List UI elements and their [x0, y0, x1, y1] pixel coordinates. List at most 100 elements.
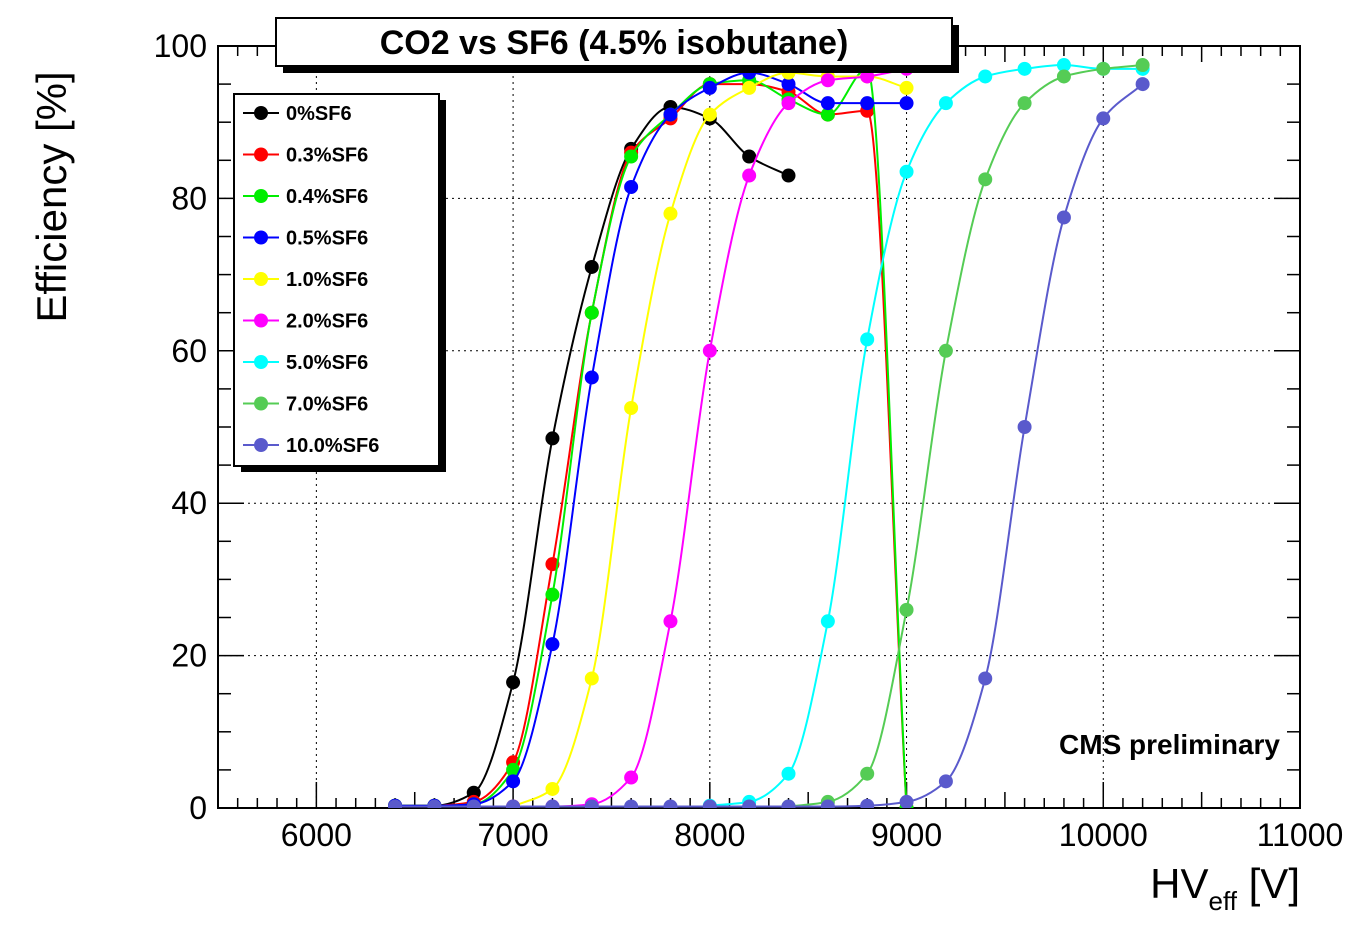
- data-point: [427, 799, 442, 808]
- data-point: [506, 675, 521, 690]
- data-point: [702, 80, 717, 95]
- legend-entry: 2.0%SF6: [243, 311, 368, 333]
- data-point: [545, 431, 560, 446]
- data-point: [860, 332, 875, 347]
- data-point: [584, 259, 599, 274]
- series-layer: [388, 58, 1150, 808]
- data-point: [466, 799, 481, 808]
- y-tick-label: 40: [171, 485, 207, 521]
- legend-marker: [254, 313, 268, 328]
- data-point: [899, 164, 914, 179]
- data-point: [506, 762, 521, 777]
- legend-marker: [254, 106, 268, 120]
- data-point: [860, 766, 875, 781]
- data-point: [545, 781, 560, 796]
- data-point: [820, 96, 835, 111]
- y-tick-label: 0: [189, 790, 207, 826]
- legend-label: 5.0%SF6: [286, 352, 368, 374]
- legend-marker: [254, 230, 268, 245]
- data-point: [742, 799, 757, 808]
- legend-marker: [254, 396, 268, 411]
- x-tick-label: 10000: [1059, 817, 1148, 853]
- data-point: [702, 107, 717, 122]
- data-point: [742, 149, 757, 164]
- data-point: [584, 305, 599, 320]
- data-point: [584, 799, 599, 808]
- y-axis-title: Efficiency [%]: [28, 71, 75, 322]
- series-8: [388, 77, 1150, 808]
- data-point: [820, 799, 835, 808]
- x-axis-title: HVeff [V]: [1150, 860, 1300, 916]
- data-point: [702, 343, 717, 358]
- data-point: [899, 794, 914, 808]
- data-point: [663, 799, 678, 808]
- data-point: [624, 770, 639, 785]
- data-point: [899, 96, 914, 111]
- data-point: [624, 179, 639, 194]
- data-point: [624, 400, 639, 415]
- y-tick-label: 60: [171, 333, 207, 369]
- data-point: [781, 799, 796, 808]
- data-point: [978, 172, 993, 187]
- x-tick-label: 6000: [281, 817, 352, 853]
- legend-label: 2.0%SF6: [286, 311, 368, 333]
- legend-marker: [254, 189, 268, 203]
- data-point: [1056, 210, 1071, 225]
- series-line: [395, 71, 907, 807]
- legend: 0%SF6 0.3%SF6 0.4%SF6 0.5%SF6 1.0%SF6 2.0%SF6…: [233, 93, 446, 472]
- legend-label: 0.3%SF6: [286, 145, 368, 167]
- data-point: [545, 799, 560, 808]
- data-point: [899, 80, 914, 95]
- data-point: [742, 168, 757, 183]
- data-point: [545, 637, 560, 652]
- legend-marker: [254, 272, 268, 286]
- chart-title-box: CO2 vs SF6 (4.5% isobutane): [275, 17, 959, 73]
- legend-label: 0%SF6: [286, 103, 352, 125]
- x-axis-title-unit: [V]: [1237, 860, 1300, 907]
- x-tick-label: 8000: [674, 817, 745, 853]
- data-point: [781, 766, 796, 781]
- data-point: [978, 69, 993, 84]
- data-point: [860, 96, 875, 111]
- data-point: [820, 107, 835, 122]
- x-axis-title-main: HV: [1150, 860, 1208, 907]
- data-point: [860, 798, 875, 808]
- legend-entry: 0%SF6: [243, 103, 352, 125]
- chart-title: CO2 vs SF6 (4.5% isobutane): [380, 24, 849, 62]
- data-point: [1096, 111, 1111, 126]
- data-point: [584, 370, 599, 385]
- legend-label: 0.4%SF6: [286, 186, 368, 208]
- x-axis-title-sub: eff: [1209, 886, 1238, 916]
- data-point: [1017, 96, 1032, 111]
- legend-entry: 0.4%SF6: [243, 186, 368, 208]
- data-point: [978, 671, 993, 686]
- legend-label: 7.0%SF6: [286, 394, 368, 416]
- data-point: [663, 206, 678, 221]
- data-point: [1056, 69, 1071, 84]
- data-point: [663, 107, 678, 122]
- y-tick-label: 80: [171, 180, 207, 216]
- legend-entry: 0.5%SF6: [243, 228, 368, 250]
- data-point: [663, 614, 678, 629]
- data-point: [820, 614, 835, 629]
- legend-entry: 7.0%SF6: [243, 394, 368, 416]
- legend-label: 0.5%SF6: [286, 228, 368, 250]
- data-point: [506, 774, 521, 789]
- y-tick-label: 20: [171, 638, 207, 674]
- data-point: [781, 168, 796, 183]
- data-point: [1056, 58, 1071, 73]
- legend-marker: [254, 438, 268, 452]
- data-point: [820, 73, 835, 88]
- x-tick-label: 11000: [1257, 817, 1344, 853]
- legend-entry: 5.0%SF6: [243, 352, 368, 374]
- x-tick-label: 7000: [477, 817, 548, 853]
- legend-label: 1.0%SF6: [286, 269, 368, 291]
- data-point: [624, 799, 639, 808]
- data-point: [1096, 61, 1111, 76]
- y-tick-label: 100: [154, 28, 207, 64]
- data-point: [781, 77, 796, 92]
- data-point: [899, 602, 914, 617]
- data-point: [624, 149, 639, 164]
- data-point: [506, 799, 521, 808]
